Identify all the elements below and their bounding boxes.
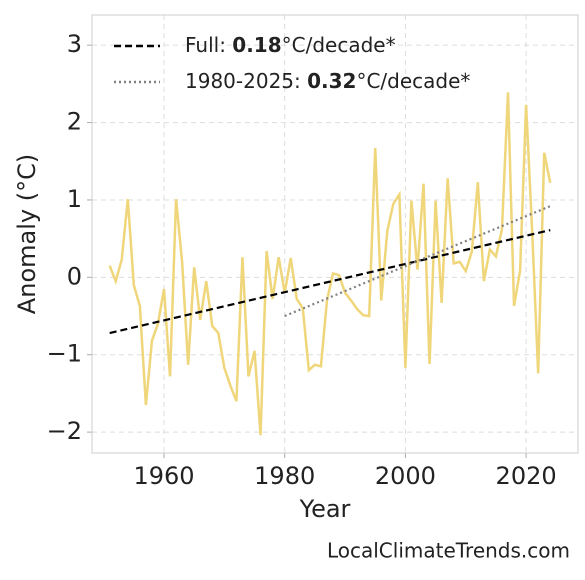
- x-axis-label: Year: [299, 495, 351, 523]
- trend-line: [109, 229, 551, 335]
- legend-label-part: Full:: [185, 33, 232, 57]
- legend-label-part: 1980-2025:: [185, 69, 307, 93]
- anomaly-line: [108, 92, 552, 436]
- x-tick-label: 2020: [496, 462, 557, 490]
- legend-label-part: °C/decade*: [356, 69, 470, 93]
- plot-frame: [91, 14, 579, 454]
- y-tick-label: 0: [67, 262, 82, 290]
- legend-label: 1980-2025: 0.32°C/decade*: [185, 69, 470, 93]
- legend-label-part: °C/decade*: [282, 33, 396, 57]
- legend-label-part: 0.18: [232, 33, 281, 57]
- y-tick-label: 1: [67, 185, 82, 213]
- legend-label-part: 0.32: [307, 69, 356, 93]
- y-tick-label: −2: [47, 417, 82, 445]
- legend-label: Full: 0.18°C/decade*: [185, 33, 396, 57]
- source: LocalClimateTrends.com: [327, 539, 570, 563]
- x-tick-label: 1980: [254, 462, 315, 490]
- y-tick-label: 2: [67, 108, 82, 136]
- x-tick-label: 2000: [375, 462, 436, 490]
- y-axis-label: Anomaly (°C): [13, 154, 41, 314]
- x-tick-label: 1960: [133, 462, 194, 490]
- y-tick-label: 3: [67, 30, 82, 58]
- y-tick-label: −1: [47, 340, 82, 368]
